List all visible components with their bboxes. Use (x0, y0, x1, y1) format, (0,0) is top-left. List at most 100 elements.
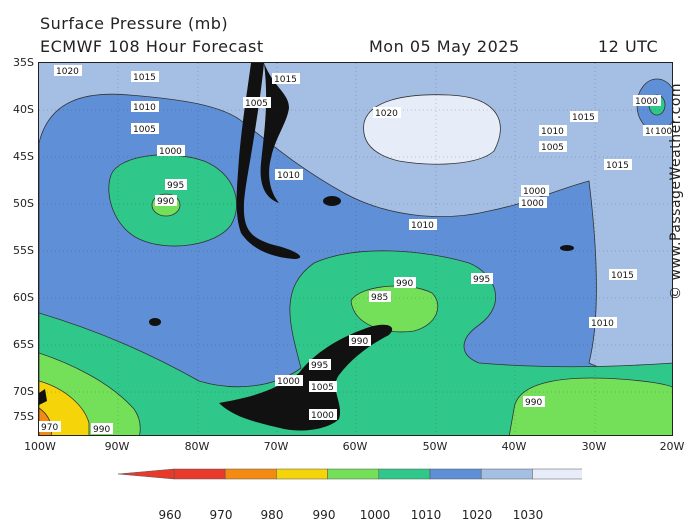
antarctic-coast-west (39, 389, 47, 405)
falkland-islands (323, 196, 341, 206)
contour-label: 990 (396, 279, 413, 289)
contour-label-bg (519, 197, 547, 208)
contour-label-bg (349, 335, 371, 346)
forecast-date: Mon 05 May 2025 (369, 37, 520, 56)
colorbar-segment (378, 468, 431, 480)
forecast-subtitle: ECMWF 108 Hour Forecast (40, 37, 264, 56)
contour-label: 1000 (521, 199, 544, 209)
contour-label: 1005 (311, 383, 334, 393)
colorbar-segment (480, 468, 533, 480)
contour-label-bg (633, 95, 661, 106)
colorbar-segment (532, 468, 582, 480)
contour-label-bg (539, 141, 567, 152)
lat-tick: 65S (13, 338, 34, 351)
contour-label: 1010 (541, 127, 564, 137)
contour-label-bg (369, 291, 391, 302)
contour-label: 1015 (133, 73, 156, 83)
contour-label: 1010 (591, 319, 614, 329)
contour-label-bg (275, 375, 303, 386)
contour-label: 1010 (133, 103, 156, 113)
contour-label: 1000 (277, 377, 300, 387)
contour-label: 1015 (274, 75, 297, 85)
contour-label: 1005 (133, 125, 156, 135)
contour-label: 1020 (56, 67, 79, 77)
contour-labels: 1015 1010 1005 1000 995 990 1020 1015 1010 1005 10… (39, 65, 673, 436)
colorbar-segment (224, 468, 277, 480)
lat-tick: 50S (13, 197, 34, 210)
contour-label-bg (275, 169, 303, 180)
contour-label: 1015 (572, 113, 595, 123)
pressure-map[interactable]: 1015 1010 1005 1000 995 990 1020 1015 1010 1005 10… (38, 62, 673, 436)
contour-label-bg (309, 359, 331, 370)
colorbar-tick: 1030 (512, 508, 544, 522)
contour-label-bg (604, 159, 632, 170)
contour-label: 990 (525, 398, 542, 408)
lat-tick: 40S (13, 103, 34, 116)
site-credit: © www.PassageWeather.com (668, 82, 684, 300)
contour-label-bg (653, 125, 672, 136)
contour-label: 1000 (311, 411, 334, 421)
high-pressure-1020 (363, 94, 501, 165)
colorbar-segment (276, 468, 328, 480)
contour-label-bg (39, 421, 61, 432)
contour-label-bg (243, 97, 271, 108)
pressure-map-svg: 1015 1010 1005 1000 995 990 1020 1015 1010 1005 10… (39, 63, 673, 436)
colorbar-tick: 970 (209, 508, 233, 522)
contour-label-bg (165, 179, 187, 190)
lon-tick: 40W (501, 440, 527, 453)
forecast-time: 12 UTC (598, 37, 659, 56)
lat-tick: 45S (13, 150, 34, 163)
lon-tick: 100W (24, 440, 56, 453)
contour-label: 1010 (277, 171, 300, 181)
contour-label-bg (309, 409, 337, 420)
contour-label-bg (131, 71, 159, 82)
lon-tick: 60W (342, 440, 368, 453)
contour-label-bg (373, 107, 401, 118)
lon-tick: 70W (263, 440, 289, 453)
lat-tick: 60S (13, 291, 34, 304)
colorbar-segment (429, 468, 482, 480)
contour-label-bg (65, 435, 87, 436)
colorbar-min-arrow (118, 468, 175, 480)
lon-tick: 30W (581, 440, 607, 453)
contour-label: 1000 (635, 97, 658, 107)
lon-tick: 50W (422, 440, 448, 453)
contour-label: 1000 (523, 187, 546, 197)
south-georgia (560, 245, 574, 251)
contour-label: 995 (167, 181, 184, 191)
colorbar-tick: 1000 (359, 508, 391, 522)
contour-label-bg (91, 423, 113, 434)
colorbar-tick: 980 (260, 508, 284, 522)
contour-label: 1015 (611, 271, 634, 281)
lon-tick: 80W (184, 440, 210, 453)
contour-label-bg (609, 269, 637, 280)
contour-label: 985 (371, 293, 388, 303)
peter-island (149, 318, 161, 326)
contour-label-bg (570, 111, 598, 122)
contour-label: 1005 (655, 127, 673, 137)
pressure-colorbar (118, 468, 582, 480)
contour-label-bg (409, 219, 437, 230)
contour-label-bg (589, 317, 617, 328)
colorbar-tick: 960 (158, 508, 182, 522)
lon-tick: 20W (659, 440, 685, 453)
contour-label-bg (131, 123, 159, 134)
contour-label-bg (54, 65, 82, 76)
contour-label-bg (309, 381, 337, 392)
contour-label: 995 (311, 361, 328, 371)
contour-label-bg (155, 195, 177, 206)
contour-label: 1000 (159, 147, 182, 157)
lat-tick: 70S (13, 385, 34, 398)
contour-label-bg (85, 435, 107, 436)
contour-label: 990 (157, 197, 174, 207)
contour-label: 1020 (375, 109, 398, 119)
contour-label-bg (131, 101, 159, 112)
contour-label-bg (394, 277, 416, 288)
contour-label: 1005 (541, 143, 564, 153)
lat-tick: 55S (13, 244, 34, 257)
lat-tick: 35S (13, 56, 34, 69)
contour-label-bg (539, 125, 567, 136)
antarctic-peninsula (219, 324, 393, 431)
contour-label: 970 (41, 423, 58, 433)
contour-label: 990 (351, 337, 368, 347)
